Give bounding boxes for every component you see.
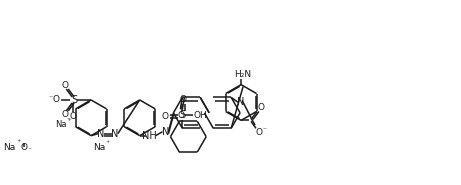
Text: H₂N: H₂N — [235, 70, 252, 79]
Text: ⁺: ⁺ — [106, 139, 110, 148]
Text: Na: Na — [55, 120, 67, 129]
Text: ⁻: ⁻ — [28, 145, 31, 154]
Text: ⁻: ⁻ — [48, 93, 53, 102]
Text: N: N — [237, 97, 245, 107]
Text: ⁺: ⁺ — [17, 138, 21, 147]
Text: OH: OH — [193, 111, 207, 120]
Text: Na: Na — [4, 143, 16, 152]
Text: ⁺: ⁺ — [67, 119, 71, 125]
Text: O: O — [62, 80, 69, 90]
Text: N: N — [111, 129, 118, 139]
Text: Na: Na — [93, 143, 105, 152]
Text: O: O — [62, 110, 69, 119]
Text: N: N — [97, 129, 105, 139]
Text: O: O — [180, 95, 187, 104]
Text: O: O — [178, 111, 185, 120]
Text: O: O — [20, 143, 27, 152]
Text: S: S — [71, 95, 77, 105]
Text: O: O — [257, 103, 265, 112]
Text: N: N — [162, 127, 169, 137]
Text: ⁻: ⁻ — [263, 126, 267, 135]
Text: O: O — [70, 112, 77, 121]
Text: NH: NH — [142, 131, 157, 141]
Text: ⁻: ⁻ — [66, 118, 70, 124]
Text: O: O — [255, 128, 262, 137]
Text: O: O — [53, 95, 60, 105]
Text: S: S — [179, 110, 185, 120]
Text: O: O — [162, 112, 169, 121]
